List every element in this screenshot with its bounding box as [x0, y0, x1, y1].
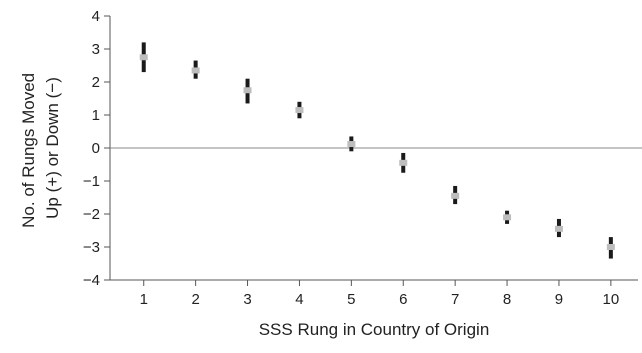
axes-layer — [104, 15, 642, 286]
data-point — [243, 87, 252, 94]
x-tick-label: 2 — [191, 291, 199, 308]
data-point — [399, 159, 408, 166]
x-tick-label: 4 — [295, 291, 303, 308]
data-point — [606, 244, 615, 250]
data-point — [554, 225, 563, 232]
x-tick-label: 5 — [347, 291, 355, 308]
y-tick-label: 3 — [92, 41, 100, 58]
x-tick-label: 1 — [140, 291, 148, 308]
marks-layer — [139, 42, 615, 259]
data-point — [191, 67, 200, 74]
y-tick-label: −4 — [83, 272, 100, 289]
x-tick-label: 3 — [243, 291, 251, 308]
data-point — [139, 54, 148, 61]
data-point — [451, 192, 460, 199]
data-point — [347, 141, 356, 148]
y-tick-label: −2 — [83, 206, 100, 223]
data-point — [503, 214, 512, 221]
y-axis-title: No. of Rungs Moved Up (+) or Down (−) — [19, 68, 62, 228]
y-tick-label: 2 — [92, 74, 100, 91]
y-tick-label: 4 — [92, 8, 100, 25]
data-point — [295, 107, 304, 114]
x-axis-title: SSS Rung in Country of Origin — [259, 320, 490, 339]
y-tick-label: 1 — [92, 107, 100, 124]
labels-layer: SSS Rung in Country of Origin No. of Run… — [19, 8, 619, 339]
x-tick-label: 9 — [555, 291, 563, 308]
x-tick-label: 8 — [503, 291, 511, 308]
x-tick-label: 7 — [451, 291, 459, 308]
y-axis-title-line-1: No. of Rungs Moved — [19, 73, 38, 228]
x-tick-label: 6 — [399, 291, 407, 308]
y-tick-label: −1 — [83, 173, 100, 190]
x-tick-label: 10 — [603, 291, 620, 308]
y-axis-title-line-2: Up (+) or Down (−) — [43, 77, 62, 219]
y-tick-label: −3 — [83, 239, 100, 256]
y-tick-label: 0 — [92, 140, 100, 157]
